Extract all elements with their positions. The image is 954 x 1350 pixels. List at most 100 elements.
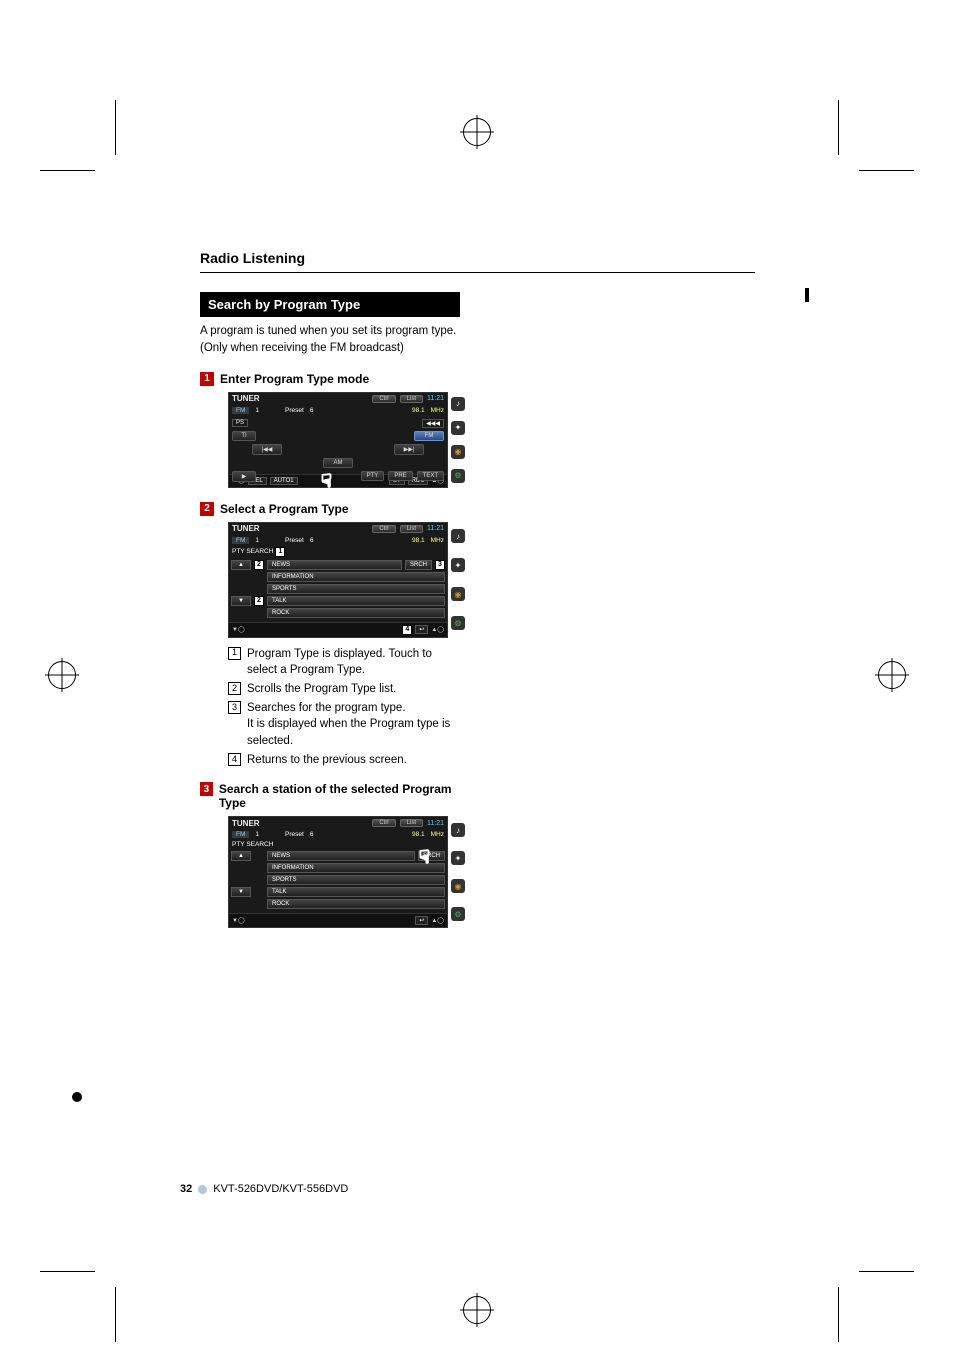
expl-num-3: 3 [228, 701, 241, 714]
callout-4: 4 [402, 625, 412, 635]
callout-2b: 2 [254, 596, 264, 606]
screen2-pty-search-label: PTY SEARCH [232, 548, 273, 555]
tuner-screen-3: TUNER Ctrl List 11:21 FM 1 Preset 6 98.1… [228, 816, 448, 928]
screen1-pty-button[interactable]: PTY [361, 471, 385, 481]
screen1-am-button[interactable]: AM [323, 458, 353, 468]
screen1-preset-num: 6 [310, 407, 314, 414]
screen3-side-icon-3[interactable]: ◉ [451, 879, 465, 893]
screen1-next-button[interactable]: ▶▶| [394, 444, 424, 455]
screen3-band-num: 1 [255, 831, 259, 838]
screen3-down-button[interactable]: ▼ [231, 887, 251, 897]
callout-1: 1 [275, 547, 285, 557]
header-rule [200, 272, 755, 273]
screen3-side-icon-2[interactable]: ✦ [451, 851, 465, 865]
screen3-back-button[interactable]: ↩ [415, 916, 428, 925]
screen3-up-button[interactable]: ▲ [231, 851, 251, 861]
screen1-ti-button[interactable]: TI [232, 431, 256, 441]
screen3-title: TUNER [232, 819, 260, 828]
screen2-time: 11:21 [427, 525, 444, 532]
screen1-pre-button[interactable]: PRE [388, 471, 412, 481]
screen2-preset-num: 6 [310, 537, 314, 544]
screen2-row-4[interactable]: ROCK [267, 608, 445, 618]
screen2-band: FM [232, 537, 249, 544]
screen3-preset-num: 6 [310, 831, 314, 838]
expl-num-4: 4 [228, 753, 241, 766]
screen2-down-button[interactable]: ▼ [231, 596, 251, 606]
screen3-side-icon-4[interactable]: ⚙ [451, 907, 465, 921]
callout-3: 3 [435, 560, 445, 570]
expl-text-3b: It is displayed when the Program type is… [247, 718, 450, 747]
screen1-seek-back[interactable]: ◀◀◀ [422, 419, 444, 428]
screen2-side-icon-1[interactable]: ♪ [451, 529, 465, 543]
expl-text-3a: Searches for the program type. [247, 702, 406, 714]
section-title: Search by Program Type [200, 292, 460, 317]
step-2-number: 2 [200, 502, 214, 516]
expl-num-2: 2 [228, 682, 241, 695]
screen3-freq: 98.1 [412, 831, 425, 838]
screen3-row-4[interactable]: ROCK [267, 899, 445, 909]
screen3-row-3[interactable]: TALK [267, 887, 445, 897]
screen1-tab-ctrl[interactable]: Ctrl [372, 395, 395, 403]
screen3-tab-list[interactable]: List [400, 819, 423, 827]
expl-text-4: Returns to the previous screen. [247, 752, 407, 769]
expl-text-2: Scrolls the Program Type list. [247, 681, 396, 698]
footer-dot-icon [198, 1185, 207, 1194]
screen2-row-1[interactable]: INFORMATION [267, 572, 445, 582]
tuner-screen-1: TUNER Ctrl List 11:21 FM 1 Preset 6 98.1… [228, 392, 448, 488]
step-3-heading: 3 Search a station of the selected Progr… [200, 782, 460, 810]
screen1-play-button[interactable]: ▶ [232, 471, 256, 482]
screen2-preset-label: Preset [285, 537, 304, 544]
callout-2a: 2 [254, 560, 264, 570]
screen2-up-button[interactable]: ▲ [231, 560, 251, 570]
screen2-tab-list[interactable]: List [400, 525, 423, 533]
screen3-side-icon-1[interactable]: ♪ [451, 823, 465, 837]
screen2-row-2[interactable]: SPORTS [267, 584, 445, 594]
page-footer: 32 KVT-526DVD/KVT-556DVD [180, 1183, 348, 1195]
screen1-tab-list[interactable]: List [400, 395, 423, 403]
expl-text-1: Program Type is displayed. Touch to sele… [247, 646, 460, 679]
screen2-freq-unit: MHz [431, 537, 444, 544]
screen3-srch-button[interactable]: SRCH [418, 851, 445, 861]
screen2-row-3[interactable]: TALK [267, 596, 445, 606]
screen2-band-num: 1 [255, 537, 259, 544]
screen1-prev-button[interactable]: |◀◀ [252, 444, 282, 455]
screen1-fm-button[interactable]: FM [414, 431, 444, 441]
screen2-side-icon-3[interactable]: ◉ [451, 587, 465, 601]
step-1-label: Enter Program Type mode [220, 372, 369, 386]
screen3-freq-unit: MHz [431, 831, 444, 838]
screen1-side-icon-3[interactable]: ◉ [451, 445, 465, 459]
screen2-srch-button[interactable]: SRCH [405, 560, 432, 570]
screen3-row-1[interactable]: INFORMATION [267, 863, 445, 873]
screen1-title: TUNER [232, 394, 260, 403]
screen3-row-0[interactable]: NEWS [267, 851, 415, 861]
screen1-ps-label: PS [232, 419, 248, 427]
screen2-side-icon-2[interactable]: ✦ [451, 558, 465, 572]
intro-text: A program is tuned when you set its prog… [200, 323, 460, 358]
screen1-band: FM [232, 407, 249, 414]
screen1-freq: 98.1 [412, 407, 425, 414]
screen2-freq: 98.1 [412, 537, 425, 544]
explanation-list: 1 Program Type is displayed. Touch to se… [228, 646, 460, 769]
screen1-time: 11:21 [427, 395, 444, 402]
screen2-row-0[interactable]: NEWS [267, 560, 402, 570]
screen3-tab-ctrl[interactable]: Ctrl [372, 819, 395, 827]
page-number: 32 [180, 1183, 192, 1195]
screen1-preset-label: Preset [285, 407, 304, 414]
screen3-preset-label: Preset [285, 831, 304, 838]
screen3-time: 11:21 [427, 820, 444, 827]
page-section-header: Radio Listening [200, 250, 305, 266]
tuner-screen-2: TUNER Ctrl List 11:21 FM 1 Preset 6 98.1… [228, 522, 448, 638]
step-1-number: 1 [200, 372, 214, 386]
screen2-tab-ctrl[interactable]: Ctrl [372, 525, 395, 533]
screen3-pty-search-label: PTY SEARCH [232, 841, 273, 848]
black-dot-left [72, 1092, 82, 1102]
screen1-side-icon-4[interactable]: ⚙ [451, 469, 465, 483]
side-mark-right [805, 288, 809, 302]
screen1-side-icon-1[interactable]: ♪ [451, 397, 465, 411]
screen3-row-2[interactable]: SPORTS [267, 875, 445, 885]
screen1-text-button[interactable]: TEXT [417, 471, 444, 481]
screen1-side-icon-2[interactable]: ✦ [451, 421, 465, 435]
step-2-label: Select a Program Type [220, 502, 349, 516]
screen2-side-icon-4[interactable]: ⚙ [451, 616, 465, 630]
screen2-back-button[interactable]: ↩ [415, 625, 428, 634]
